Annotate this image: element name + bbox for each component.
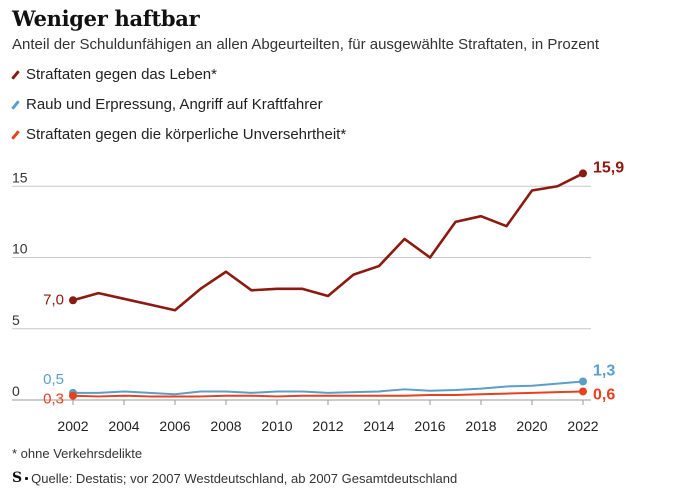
x-tick-label: 2016 [414, 418, 445, 434]
x-tick-label: 2012 [312, 418, 343, 434]
x-tick-label: 2020 [516, 418, 547, 434]
x-tick-label: 2006 [159, 418, 190, 434]
brand-logo: S [12, 470, 23, 486]
series-end-point-1 [579, 377, 587, 386]
y-tick-label: 15 [12, 169, 28, 185]
x-tick-label: 2018 [465, 418, 496, 434]
series-start-point-2 [69, 391, 77, 400]
chart-title: Weniger haftbar [12, 6, 200, 31]
series-end-label-0: 15,9 [593, 159, 624, 176]
footnote: * ohne Verkehrsdelikte [12, 446, 143, 461]
series-line-0 [71, 172, 585, 312]
x-tick-label: 2002 [57, 418, 88, 434]
chart-subtitle: Anteil der Schuldunfähigen an allen Abge… [12, 36, 600, 53]
x-tick-label: 2008 [210, 418, 241, 434]
legend-label-leben: Straftaten gegen das Leben* [26, 66, 217, 83]
legend-item-raub: Raub und Erpressung, Angriff auf Kraftfa… [11, 96, 323, 113]
series-start-label-0: 7,0 [43, 291, 64, 308]
series-end-point-2 [579, 387, 587, 396]
legend-label-raub: Raub und Erpressung, Angriff auf Kraftfa… [26, 96, 323, 113]
series-line-2 [72, 390, 584, 398]
series-start-point-0 [69, 296, 77, 305]
x-tick-label: 2010 [261, 418, 292, 434]
logo-dot-icon [25, 476, 29, 480]
legend-item-leben: Straftaten gegen das Leben* [11, 66, 217, 83]
y-tick-label: 10 [12, 241, 28, 257]
series-start-label-2: 0,3 [43, 391, 64, 408]
legend-item-koerper: Straftaten gegen die körperliche Unverse… [11, 126, 347, 143]
source-line: S Quelle: Destatis; vor 2007 Westdeutsch… [12, 470, 457, 486]
y-tick-label: 0 [12, 383, 20, 399]
series-start-label-1: 0,5 [43, 371, 64, 388]
legend-label-koerper: Straftaten gegen die körperliche Unverse… [26, 126, 347, 143]
y-tick-label: 5 [12, 312, 20, 328]
series-end-point-0 [579, 169, 587, 178]
source-text: Quelle: Destatis; vor 2007 Westdeutschla… [31, 470, 458, 486]
x-tick-label: 2014 [363, 418, 394, 434]
series-end-label-2: 0,6 [593, 386, 615, 403]
x-tick-label: 2022 [567, 418, 598, 434]
series-line-1 [72, 380, 584, 396]
x-tick-label: 2004 [108, 418, 139, 434]
series-end-label-1: 1,3 [593, 362, 615, 379]
